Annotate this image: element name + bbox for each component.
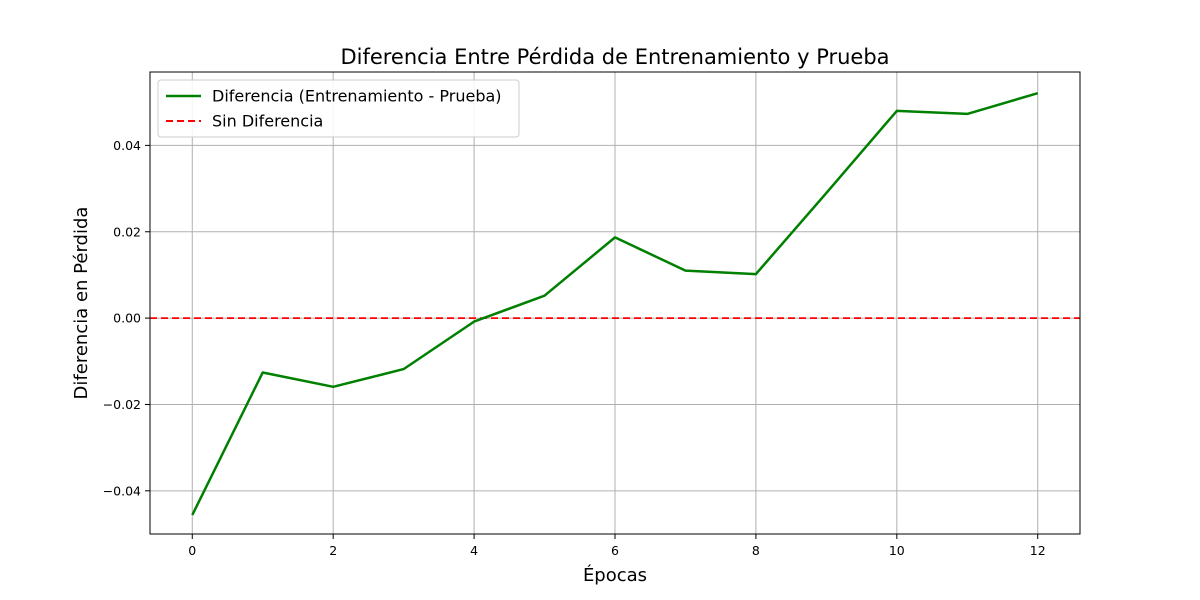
legend: Diferencia (Entrenamiento - Prueba) Sin … [157, 79, 520, 138]
chart-title: Diferencia Entre Pérdida de Entrenamient… [340, 45, 889, 69]
legend-label-diferencia: Diferencia (Entrenamiento - Prueba) [212, 87, 502, 106]
y-tick-label: 0.02 [113, 224, 141, 239]
x-tick-label: 2 [329, 543, 337, 558]
data-point [683, 269, 687, 273]
data-point [1036, 91, 1040, 95]
data-point [331, 385, 335, 389]
data-point [472, 320, 476, 324]
data-point [965, 112, 969, 116]
x-tick-label: 4 [470, 543, 478, 558]
x-tick-label: 6 [611, 543, 619, 558]
x-tick-label: 0 [188, 543, 196, 558]
y-tick-label: 0.04 [113, 138, 141, 153]
y-tick-label: −0.02 [103, 397, 141, 412]
series-line-diferencia [191, 92, 1039, 516]
data-point [543, 294, 547, 298]
data-point [190, 513, 194, 517]
y-tick-label: 0.00 [113, 311, 141, 326]
data-point [402, 367, 406, 371]
axis-ticks: 0 2 4 6 8 10 12 −0.04 −0.02 0.00 0.02 0.04 [103, 138, 1046, 558]
x-tick-label: 10 [889, 543, 905, 558]
data-point [261, 371, 265, 375]
data-point [754, 272, 758, 276]
data-point [895, 109, 899, 113]
x-tick-label: 8 [752, 543, 760, 558]
x-axis-title: Épocas [583, 564, 647, 586]
y-tick-label: −0.04 [103, 483, 141, 498]
legend-label-sin-diferencia: Sin Diferencia [212, 112, 323, 131]
grid [150, 72, 1080, 534]
y-axis-title: Diferencia en Pérdida [71, 207, 92, 400]
x-tick-label: 12 [1030, 543, 1046, 558]
legend-box [157, 79, 520, 138]
data-point [824, 191, 828, 195]
data-point [613, 235, 617, 239]
plot-area [150, 91, 1080, 517]
